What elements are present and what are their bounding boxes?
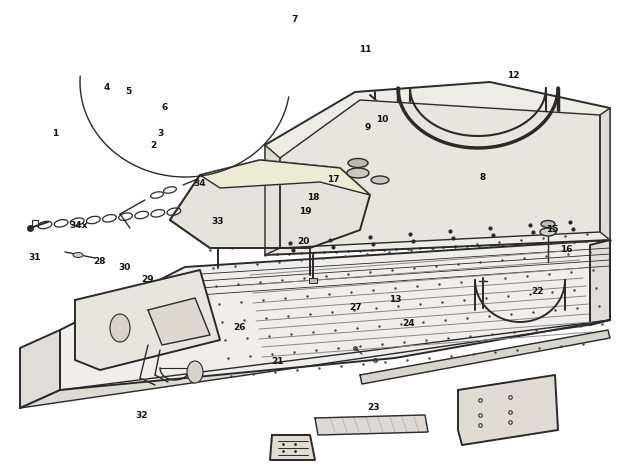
Polygon shape [170, 160, 370, 248]
Text: 19: 19 [299, 208, 311, 217]
Text: 22: 22 [532, 287, 544, 296]
Polygon shape [20, 330, 60, 408]
Polygon shape [315, 415, 428, 435]
Text: 23: 23 [368, 402, 380, 411]
Text: 11: 11 [359, 46, 371, 55]
Text: 10: 10 [376, 114, 388, 124]
Text: 29: 29 [142, 275, 154, 284]
Ellipse shape [348, 159, 368, 168]
Text: 21: 21 [271, 358, 283, 367]
Text: 31: 31 [29, 253, 42, 262]
Ellipse shape [541, 220, 555, 228]
Text: 2: 2 [150, 142, 156, 151]
Text: 33: 33 [212, 218, 224, 227]
Text: 6: 6 [162, 103, 168, 112]
Text: 15: 15 [546, 226, 558, 235]
Text: 28: 28 [94, 257, 106, 266]
Text: 27: 27 [350, 303, 362, 312]
Text: 13: 13 [389, 295, 401, 304]
Text: 16: 16 [560, 246, 572, 255]
Text: 9: 9 [365, 123, 371, 132]
Text: 5: 5 [125, 87, 131, 96]
Text: 17: 17 [327, 174, 339, 183]
Text: 26: 26 [234, 323, 246, 332]
Text: 32: 32 [136, 410, 148, 419]
Polygon shape [60, 240, 610, 390]
Ellipse shape [540, 228, 556, 236]
Polygon shape [360, 330, 610, 384]
Polygon shape [458, 375, 558, 445]
Text: 4: 4 [104, 83, 110, 92]
Polygon shape [75, 270, 220, 370]
Polygon shape [600, 108, 610, 240]
Polygon shape [200, 160, 370, 195]
Text: 24: 24 [402, 319, 415, 327]
Ellipse shape [73, 253, 83, 257]
Polygon shape [270, 435, 315, 460]
Text: 30: 30 [119, 263, 131, 272]
Bar [309, 278, 317, 283]
Text: 20: 20 [297, 238, 309, 247]
Text: 34x: 34x [70, 220, 88, 229]
Ellipse shape [187, 361, 203, 383]
Text: 34: 34 [193, 179, 206, 188]
Text: 18: 18 [307, 192, 319, 201]
Ellipse shape [347, 168, 369, 178]
Text: 12: 12 [507, 70, 520, 79]
Polygon shape [20, 320, 610, 408]
Polygon shape [280, 100, 600, 248]
Ellipse shape [371, 176, 389, 184]
Text: 8: 8 [480, 172, 486, 181]
Polygon shape [590, 240, 610, 325]
Polygon shape [265, 145, 280, 255]
Polygon shape [148, 298, 210, 345]
Text: 3: 3 [157, 129, 163, 137]
Polygon shape [265, 82, 610, 255]
Ellipse shape [110, 314, 130, 342]
Text: 1: 1 [52, 129, 58, 137]
Text: 7: 7 [292, 16, 298, 25]
